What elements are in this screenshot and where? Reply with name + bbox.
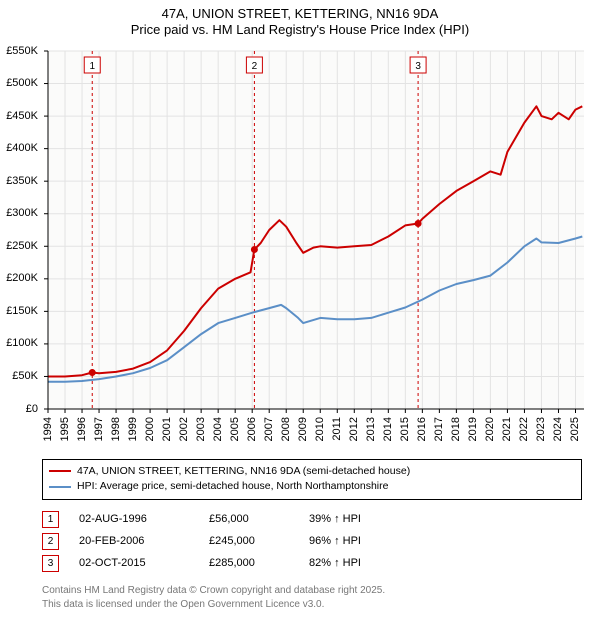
y-tick-label: £50K — [0, 370, 38, 382]
sale-date: 02-AUG-1996 — [79, 513, 189, 525]
sale-price: £245,000 — [209, 535, 289, 547]
x-tick-label: 1996 — [76, 417, 88, 441]
sale-date: 02-OCT-2015 — [79, 557, 189, 569]
x-tick-label: 1994 — [42, 417, 54, 441]
y-tick-label: £300K — [0, 207, 38, 219]
y-tick-label: £400K — [0, 142, 38, 154]
sale-price: £285,000 — [209, 557, 289, 569]
x-tick-label: 2022 — [518, 417, 530, 441]
y-tick-label: £500K — [0, 77, 38, 89]
legend: 47A, UNION STREET, KETTERING, NN16 9DA (… — [42, 459, 582, 501]
legend-row: HPI: Average price, semi-detached house,… — [49, 479, 575, 495]
svg-text:2: 2 — [252, 61, 258, 72]
sale-badge: 1 — [42, 511, 59, 528]
x-tick-label: 1998 — [110, 417, 122, 441]
x-tick-label: 2003 — [195, 417, 207, 441]
sale-row: 1 02-AUG-1996 £56,000 39% ↑ HPI — [42, 508, 582, 530]
x-tick-label: 2005 — [229, 417, 241, 441]
x-tick-label: 2024 — [552, 417, 564, 441]
chart-title-line1: 47A, UNION STREET, KETTERING, NN16 9DA — [0, 6, 600, 22]
footer-line1: Contains HM Land Registry data © Crown c… — [42, 584, 582, 598]
sale-hpi: 96% ↑ HPI — [309, 535, 361, 547]
x-tick-label: 1997 — [93, 417, 105, 441]
y-tick-label: £450K — [0, 110, 38, 122]
x-tick-label: 2015 — [399, 417, 411, 441]
x-tick-label: 2006 — [246, 417, 258, 441]
sale-row: 2 20-FEB-2006 £245,000 96% ↑ HPI — [42, 530, 582, 552]
legend-label: HPI: Average price, semi-detached house,… — [77, 479, 388, 495]
x-tick-label: 2020 — [484, 417, 496, 441]
x-tick-label: 2001 — [161, 417, 173, 441]
x-tick-label: 2018 — [450, 417, 462, 441]
y-tick-label: £150K — [0, 305, 38, 317]
chart-title-block: 47A, UNION STREET, KETTERING, NN16 9DA P… — [0, 0, 600, 39]
x-tick-label: 2000 — [144, 417, 156, 441]
y-tick-label: £200K — [0, 272, 38, 284]
x-tick-label: 2023 — [535, 417, 547, 441]
x-tick-label: 2007 — [263, 417, 275, 441]
sale-price: £56,000 — [209, 513, 289, 525]
x-tick-label: 2011 — [331, 417, 343, 441]
sale-hpi: 82% ↑ HPI — [309, 557, 361, 569]
legend-swatch — [49, 486, 71, 488]
x-tick-label: 1999 — [127, 417, 139, 441]
y-tick-label: £250K — [0, 240, 38, 252]
y-tick-label: £350K — [0, 175, 38, 187]
x-tick-label: 2004 — [212, 417, 224, 441]
svg-text:1: 1 — [89, 61, 95, 72]
x-tick-label: 2019 — [467, 417, 479, 441]
sale-row: 3 02-OCT-2015 £285,000 82% ↑ HPI — [42, 552, 582, 574]
chart-area: 123 £0£50K£100K£150K£200K£250K£300K£350K… — [42, 45, 590, 415]
svg-text:3: 3 — [415, 61, 421, 72]
legend-swatch — [49, 470, 71, 472]
sale-date: 20-FEB-2006 — [79, 535, 189, 547]
x-tick-label: 2016 — [416, 417, 428, 441]
chart-title-line2: Price paid vs. HM Land Registry's House … — [0, 22, 600, 38]
x-tick-label: 2002 — [178, 417, 190, 441]
sale-badge: 3 — [42, 555, 59, 572]
y-tick-label: £100K — [0, 337, 38, 349]
x-tick-label: 2017 — [433, 417, 445, 441]
x-tick-label: 2008 — [280, 417, 292, 441]
x-tick-label: 2014 — [382, 417, 394, 441]
x-tick-label: 2013 — [365, 417, 377, 441]
legend-label: 47A, UNION STREET, KETTERING, NN16 9DA (… — [77, 464, 410, 480]
footer-attribution: Contains HM Land Registry data © Crown c… — [42, 584, 582, 611]
x-tick-label: 2021 — [501, 417, 513, 441]
y-tick-label: £0 — [0, 403, 38, 415]
x-tick-label: 2009 — [297, 417, 309, 441]
x-axis-labels: 1994 1995 1996 1997 1998 1999 2000 2001 2002 2003… — [42, 415, 590, 455]
y-tick-label: £550K — [0, 45, 38, 57]
sales-table: 1 02-AUG-1996 £56,000 39% ↑ HPI 2 20-FEB-2006… — [42, 508, 582, 574]
sale-hpi: 39% ↑ HPI — [309, 513, 361, 525]
footer-line2: This data is licensed under the Open Gov… — [42, 598, 582, 612]
x-tick-label: 2010 — [314, 417, 326, 441]
legend-row: 47A, UNION STREET, KETTERING, NN16 9DA (… — [49, 464, 575, 480]
x-tick-label: 2025 — [569, 417, 581, 441]
line-chart: 1 2 3 — [42, 45, 590, 415]
x-tick-label: 2012 — [348, 417, 360, 441]
sale-badge: 2 — [42, 533, 59, 550]
x-tick-label: 1995 — [59, 417, 71, 441]
page: 47A, UNION STREET, KETTERING, NN16 9DA P… — [0, 0, 600, 611]
